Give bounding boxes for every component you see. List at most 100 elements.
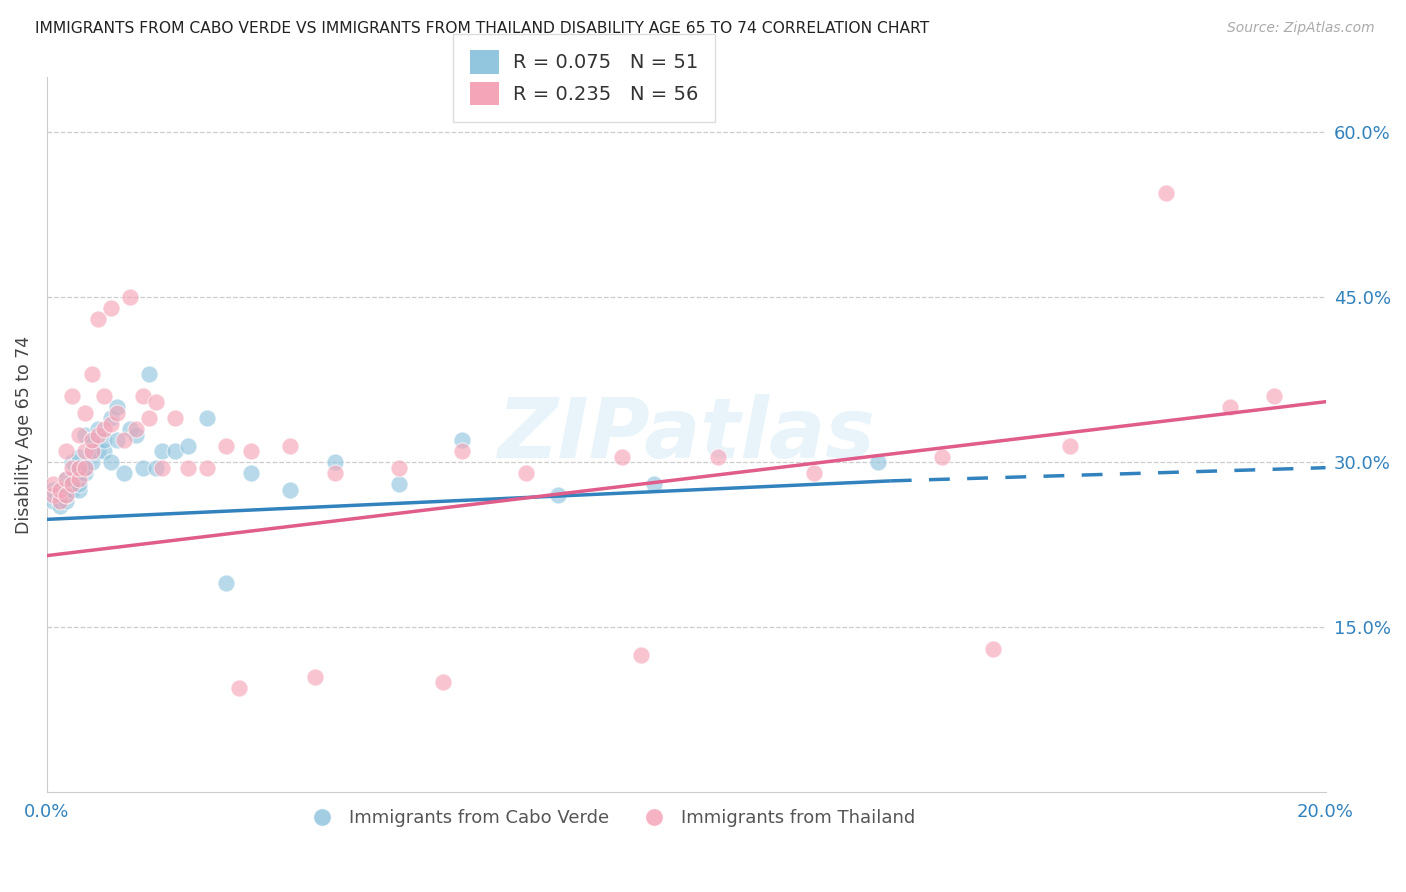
Point — [75, 466, 97, 480]
Point — [118, 290, 141, 304]
Point — [451, 444, 474, 458]
Point — [138, 368, 160, 382]
Point — [304, 669, 326, 683]
Point — [163, 411, 186, 425]
Point — [240, 444, 263, 458]
Point — [75, 427, 97, 442]
Point — [1219, 401, 1241, 415]
Point — [215, 439, 238, 453]
Point — [138, 411, 160, 425]
Text: Source: ZipAtlas.com: Source: ZipAtlas.com — [1227, 21, 1375, 35]
Point — [387, 477, 409, 491]
Y-axis label: Disability Age 65 to 74: Disability Age 65 to 74 — [15, 335, 32, 533]
Point — [1059, 439, 1081, 453]
Point — [93, 389, 115, 403]
Point — [75, 444, 97, 458]
Point — [62, 477, 84, 491]
Point — [387, 460, 409, 475]
Point — [55, 444, 77, 458]
Point — [87, 312, 110, 326]
Point — [195, 411, 218, 425]
Point — [42, 493, 65, 508]
Point — [62, 472, 84, 486]
Point — [55, 488, 77, 502]
Point — [228, 681, 250, 695]
Point — [62, 477, 84, 491]
Point — [150, 444, 173, 458]
Point — [55, 483, 77, 497]
Point — [55, 493, 77, 508]
Point — [215, 576, 238, 591]
Point — [432, 675, 454, 690]
Point — [612, 450, 634, 464]
Point — [80, 444, 103, 458]
Point — [451, 434, 474, 448]
Point — [67, 472, 90, 486]
Point — [62, 460, 84, 475]
Point — [100, 411, 122, 425]
Point — [112, 466, 135, 480]
Point — [100, 301, 122, 316]
Point — [67, 460, 90, 475]
Point — [67, 466, 90, 480]
Point — [80, 434, 103, 448]
Point — [48, 493, 70, 508]
Point — [547, 488, 569, 502]
Point — [145, 394, 167, 409]
Legend: Immigrants from Cabo Verde, Immigrants from Thailand: Immigrants from Cabo Verde, Immigrants f… — [297, 802, 922, 834]
Point — [803, 466, 825, 480]
Point — [100, 417, 122, 431]
Point — [55, 472, 77, 486]
Point — [105, 401, 128, 415]
Point — [67, 427, 90, 442]
Point — [145, 460, 167, 475]
Point — [80, 368, 103, 382]
Point — [62, 483, 84, 497]
Point — [80, 455, 103, 469]
Point — [105, 434, 128, 448]
Point — [240, 466, 263, 480]
Point — [48, 493, 70, 508]
Point — [125, 422, 148, 436]
Point — [1263, 389, 1285, 403]
Point — [112, 434, 135, 448]
Point — [630, 648, 652, 662]
Point — [707, 450, 730, 464]
Point — [866, 455, 889, 469]
Point — [163, 444, 186, 458]
Point — [48, 499, 70, 513]
Point — [67, 483, 90, 497]
Point — [48, 488, 70, 502]
Point — [93, 444, 115, 458]
Point — [67, 460, 90, 475]
Point — [62, 389, 84, 403]
Point — [67, 477, 90, 491]
Point — [55, 488, 77, 502]
Text: ZIPatlas: ZIPatlas — [498, 394, 875, 475]
Point — [80, 434, 103, 448]
Text: IMMIGRANTS FROM CABO VERDE VS IMMIGRANTS FROM THAILAND DISABILITY AGE 65 TO 74 C: IMMIGRANTS FROM CABO VERDE VS IMMIGRANTS… — [35, 21, 929, 36]
Point — [176, 439, 198, 453]
Point — [75, 460, 97, 475]
Point — [278, 439, 301, 453]
Point — [42, 488, 65, 502]
Point — [981, 642, 1004, 657]
Point — [323, 455, 346, 469]
Point — [42, 477, 65, 491]
Point — [195, 460, 218, 475]
Point — [515, 466, 537, 480]
Point — [125, 427, 148, 442]
Point — [48, 483, 70, 497]
Point — [75, 460, 97, 475]
Point — [80, 444, 103, 458]
Point — [105, 406, 128, 420]
Point — [42, 483, 65, 497]
Point — [87, 444, 110, 458]
Point — [931, 450, 953, 464]
Point — [176, 460, 198, 475]
Point — [323, 466, 346, 480]
Point — [132, 460, 155, 475]
Point — [93, 434, 115, 448]
Point — [75, 406, 97, 420]
Point — [67, 450, 90, 464]
